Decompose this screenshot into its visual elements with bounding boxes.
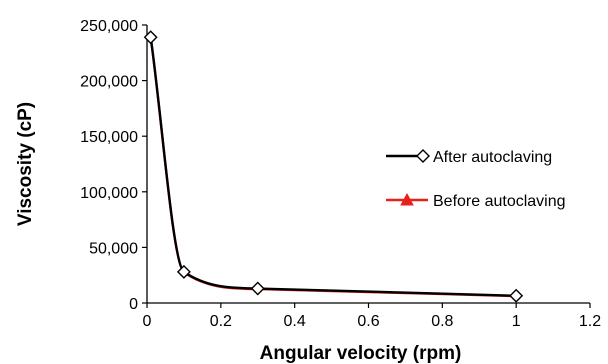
data-point: [176, 264, 191, 279]
data-point: [509, 288, 524, 303]
x-tick-label: 0.8: [431, 313, 453, 330]
y-tick-label: 200,000: [80, 74, 138, 91]
x-tick-label: 0.2: [210, 313, 232, 330]
y-tick-label: 250,000: [80, 18, 138, 35]
y-tick-label: 150,000: [80, 129, 138, 146]
y-tick-label: 50,000: [89, 240, 138, 257]
legend-marker: [416, 149, 430, 163]
series-layer: [143, 30, 524, 303]
x-tick-label: 0.6: [357, 313, 379, 330]
y-tick-label: 0: [129, 296, 138, 313]
x-tick-label: 0.4: [284, 313, 306, 330]
series-line: [149, 37, 517, 298]
legend-label: Before autoclaving: [433, 193, 566, 210]
legend-label: After autoclaving: [433, 149, 552, 166]
ticks: 0 0.2 0.4 0.6 0.8 1 1.2 0 50,000 100,000 150,000 20…: [80, 18, 601, 330]
x-tick-label: 1: [512, 313, 521, 330]
legend: After autoclaving Before autoclaving: [386, 149, 566, 210]
x-tick-label: 0: [143, 313, 152, 330]
y-axis-title: Viscosity (cP): [15, 102, 36, 226]
series-line: [149, 37, 517, 297]
x-tick-label: 1.2: [579, 313, 601, 330]
y-tick-label: 100,000: [80, 185, 138, 202]
legend-marker: [400, 192, 414, 206]
data-point: [250, 281, 265, 296]
data-point: [143, 30, 158, 45]
x-axis-title: Angular velocity (rpm): [260, 343, 462, 364]
